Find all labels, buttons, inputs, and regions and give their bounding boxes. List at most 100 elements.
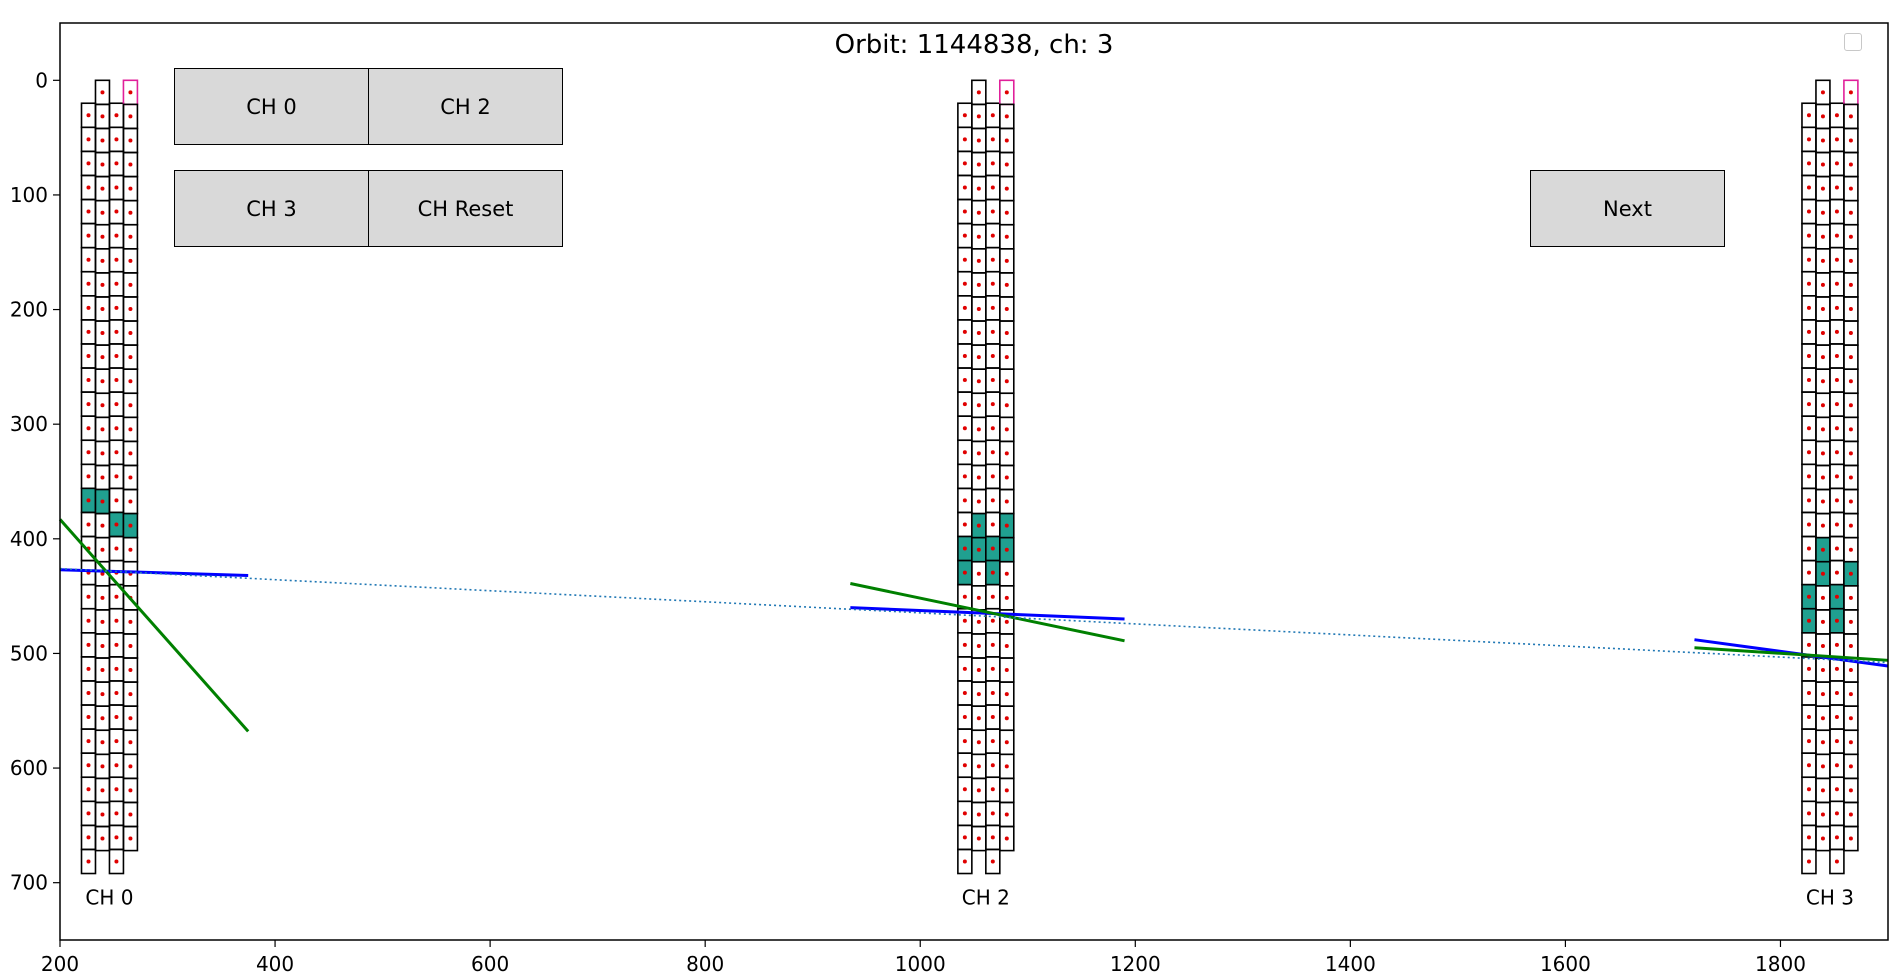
chamber-label: CH 3	[1806, 885, 1854, 909]
wire-dot	[1834, 787, 1839, 792]
wire-dot	[990, 450, 995, 455]
wire-dot	[990, 378, 995, 383]
wire-dot	[962, 787, 967, 792]
wire-dot	[990, 233, 995, 238]
wire-dot	[1806, 233, 1811, 238]
wire-dot	[1004, 451, 1009, 456]
wire-dot	[962, 233, 967, 238]
wire-dot	[1004, 114, 1009, 119]
wire-dot	[990, 787, 995, 792]
wire-dot	[128, 764, 133, 769]
wire-dot	[990, 137, 995, 142]
wire-dot	[1848, 427, 1853, 432]
wire-dot	[128, 740, 133, 745]
wire-dot	[962, 618, 967, 623]
wire-dot	[114, 113, 119, 118]
wire-dot	[962, 715, 967, 720]
wire-dot	[1806, 715, 1811, 720]
wire-dot	[100, 186, 105, 191]
wire-dot	[1848, 403, 1853, 408]
wire-dot	[1848, 764, 1853, 769]
wire-dot	[86, 305, 91, 310]
wire-dot	[1834, 763, 1839, 768]
wire-dot	[976, 282, 981, 287]
segment-fit-line	[850, 582, 1125, 643]
wire-dot	[1848, 499, 1853, 504]
wire-dot	[1806, 474, 1811, 479]
wire-dot	[1806, 329, 1811, 334]
wire-dot	[976, 740, 981, 745]
x-tick-label: 800	[686, 952, 724, 976]
wire-dot	[1848, 138, 1853, 143]
wire-dot	[114, 402, 119, 407]
wire-dot	[1004, 210, 1009, 215]
ch2-button[interactable]: CH 2	[368, 68, 563, 145]
wire-dot	[1806, 161, 1811, 166]
wire-dot	[86, 426, 91, 431]
legend-checkbox[interactable]	[1844, 33, 1862, 51]
wire-dot	[1820, 547, 1825, 552]
wire-dot	[1848, 619, 1853, 624]
wire-dot	[128, 355, 133, 360]
wire-dot	[1806, 739, 1811, 744]
wire-dot	[1848, 234, 1853, 239]
next-button[interactable]: Next	[1530, 170, 1725, 247]
wire-dot	[962, 498, 967, 503]
segment-fit-line	[58, 518, 250, 733]
x-tick-label: 200	[41, 952, 79, 976]
wire-dot	[114, 498, 119, 503]
wire-dot	[1820, 234, 1825, 239]
wire-dot	[1834, 474, 1839, 479]
wire-dot	[1820, 692, 1825, 697]
wire-dot	[1848, 282, 1853, 287]
wire-dot	[990, 329, 995, 334]
wire-dot	[1004, 595, 1009, 600]
ch3-button[interactable]: CH 3	[174, 170, 369, 247]
wire-dot	[1806, 402, 1811, 407]
wire-dot	[990, 739, 995, 744]
wire-dot	[100, 427, 105, 432]
wire-dot	[1806, 281, 1811, 286]
wire-dot	[128, 812, 133, 817]
wire-dot	[1806, 137, 1811, 142]
wire-dot	[1848, 114, 1853, 119]
wire-dot	[86, 281, 91, 286]
wire-dot	[990, 426, 995, 431]
wire-dot	[86, 329, 91, 334]
wire-dot	[100, 138, 105, 143]
wire-dot	[1806, 763, 1811, 768]
wire-dot	[1848, 836, 1853, 841]
ch0-button[interactable]: CH 0	[174, 68, 369, 145]
y-tick-label: 300	[10, 412, 48, 436]
wire-dot	[1004, 740, 1009, 745]
wire-dot	[100, 740, 105, 745]
wire-dot	[1848, 210, 1853, 215]
x-tick-label: 1400	[1325, 952, 1376, 976]
wire-dot	[100, 836, 105, 841]
wire-dot	[100, 331, 105, 336]
wire-dot	[1834, 257, 1839, 262]
wire-dot	[1834, 137, 1839, 142]
wire-dot	[128, 668, 133, 673]
wire-dot	[1848, 258, 1853, 263]
wire-dot	[976, 114, 981, 119]
wire-dot	[962, 305, 967, 310]
wire-dot	[1834, 233, 1839, 238]
wire-dot	[1820, 764, 1825, 769]
wire-dot	[962, 642, 967, 647]
wire-dot	[962, 570, 967, 575]
wire-dot	[976, 427, 981, 432]
x-tick-label: 1800	[1755, 952, 1806, 976]
wire-dot	[128, 836, 133, 841]
wire-dot	[962, 161, 967, 166]
x-tick-label: 600	[471, 952, 509, 976]
wire-dot	[1004, 547, 1009, 552]
wire-dot	[100, 571, 105, 576]
wire-dot	[962, 137, 967, 142]
wire-dot	[86, 835, 91, 840]
ch-reset-button[interactable]: CH Reset	[368, 170, 563, 247]
wire-dot	[100, 282, 105, 287]
wire-dot	[86, 739, 91, 744]
wire-dot	[1848, 186, 1853, 191]
